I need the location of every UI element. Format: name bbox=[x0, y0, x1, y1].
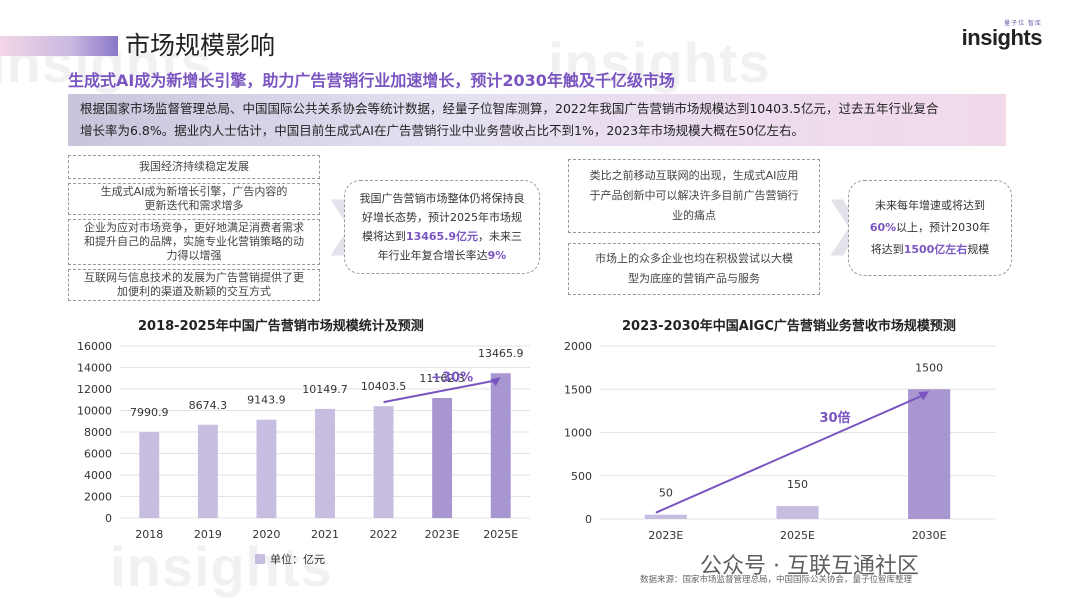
logo: 量子位 智库 insights bbox=[961, 18, 1043, 50]
highlight-value: 1500亿左右 bbox=[903, 243, 968, 256]
data-label: 9143.9 bbox=[247, 394, 286, 407]
chart-title: 2023-2030年中国AIGC广告营销业务营收市场规模预测 bbox=[622, 319, 956, 334]
bar bbox=[908, 389, 951, 519]
logo-subtext: 量子位 智库 bbox=[1004, 20, 1042, 27]
y-tick-label: 16000 bbox=[77, 340, 112, 353]
subtitle: 生成式AI成为新增长引擎，助力广告营销行业加速增长，预计2030年触及千亿级市场 bbox=[68, 71, 675, 90]
chart-title: 2018-2025年中国广告营销市场规模统计及预测 bbox=[138, 319, 424, 334]
aigc-market-chart: 0 500 1000 1500 2000 50 2023E 150 2025E 1500 2030E… bbox=[564, 340, 995, 542]
bar bbox=[644, 514, 687, 519]
left-factor-text: 我国经济持续稳定发展 bbox=[139, 160, 249, 173]
conclusion-text: 规模 bbox=[967, 243, 990, 256]
y-tick-label: 2000 bbox=[84, 491, 112, 504]
bar bbox=[373, 406, 394, 518]
watermark: insights bbox=[110, 535, 333, 598]
data-label: 10149.7 bbox=[302, 383, 348, 396]
highlight-value: 13465.9亿元 bbox=[405, 230, 479, 243]
highlight-value: 60% bbox=[869, 221, 897, 234]
right-factor-box: 市场上的众多企业也均在积极尝试以大模型为底座的营销产品与服务 bbox=[568, 243, 820, 295]
x-tick-label: 2019 bbox=[194, 528, 222, 541]
bar bbox=[139, 432, 160, 518]
data-label: 13465.9 bbox=[478, 347, 524, 360]
right-factor-text: 市场上的众多企业也均在积极尝试以大模型为底座的营销产品与服务 bbox=[595, 252, 793, 285]
data-label: 11162.3 bbox=[419, 372, 465, 385]
left-conclusion-box: 我国广告营销市场整体仍将保持良好增长态势，预计2025年市场规模将达到13465… bbox=[344, 180, 540, 274]
left-conclusion-text: 我国广告营销市场整体仍将保持良好增长态势，预计2025年市场规模将达到13465… bbox=[357, 189, 527, 265]
y-tick-label: 12000 bbox=[77, 383, 112, 396]
y-tick-label: 1000 bbox=[564, 427, 592, 440]
y-tick-label: 14000 bbox=[77, 362, 112, 375]
x-tick-label: 2023E bbox=[425, 528, 460, 541]
bar bbox=[432, 398, 453, 518]
watermark: insights bbox=[548, 31, 771, 94]
data-source-note: 数据来源：国家市场监督管理总局，中国国际公关协会，量子位智库整理 bbox=[640, 575, 913, 585]
summary-line: 增长率为6.8%。据业内人士估计，中国目前生成式AI在广告营销行业中业务营收占比… bbox=[80, 123, 805, 138]
trend-arrowhead bbox=[918, 391, 930, 401]
bar bbox=[197, 424, 218, 518]
bar bbox=[490, 373, 511, 518]
trend-line bbox=[383, 379, 497, 404]
left-factor-text: 互联网与信息技术的发展为广告营销提供了更加便利的渠道及新颖的交互方式 bbox=[84, 271, 304, 298]
y-tick-label: 500 bbox=[571, 470, 592, 483]
data-label: 7990.9 bbox=[130, 406, 169, 419]
y-tick-label: 10000 bbox=[77, 405, 112, 418]
trend-line bbox=[655, 394, 924, 514]
title-accent-bar bbox=[0, 36, 118, 56]
y-tick-label: 6000 bbox=[84, 448, 112, 461]
wechat-watermark: 公众号 · 互联互通社区 bbox=[700, 554, 919, 579]
conclusion-text: ，未来三年行业年复合增长率达 bbox=[377, 230, 523, 262]
bar bbox=[256, 419, 277, 518]
bar bbox=[315, 408, 335, 518]
left-factor-box: 生成式AI成为新增长引擎，广告内容的更新迭代和需求增多 bbox=[68, 183, 320, 215]
summary-line: 根据国家市场监督管理总局、中国国际公共关系协会等统计数据，经量子位智库测算，20… bbox=[80, 101, 939, 116]
x-tick-label: 2025E bbox=[780, 529, 815, 542]
x-tick-label: 2025E bbox=[483, 528, 518, 541]
logo-name: insights bbox=[961, 25, 1043, 50]
growth-annotation: 30倍 bbox=[819, 410, 850, 426]
highlight-value: 9% bbox=[487, 249, 507, 262]
conclusion-text: 未来每年增速或将达到 bbox=[875, 199, 985, 212]
left-factor-text: 企业为应对市场竞争，更好地满足消费者需求和提升自己的品牌，实施专业化营销策略的动… bbox=[84, 221, 304, 262]
x-tick-label: 2030E bbox=[912, 529, 947, 542]
growth-annotation: +30% bbox=[431, 371, 473, 386]
left-factor-box: 企业为应对市场竞争，更好地满足消费者需求和提升自己的品牌，实施专业化营销策略的动… bbox=[68, 219, 320, 265]
legend-label: 单位：亿元 bbox=[270, 552, 325, 566]
y-tick-label: 4000 bbox=[84, 469, 112, 482]
data-label: 150 bbox=[787, 478, 808, 491]
y-tick-label: 8000 bbox=[84, 426, 112, 439]
y-tick-label: 1500 bbox=[564, 383, 592, 396]
page-title: 市场规模影响 bbox=[125, 31, 276, 60]
right-factor-box: 类比之前移动互联网的出现，生成式AI应用于产品创新中可以解决许多目前广告营销行业… bbox=[568, 159, 820, 233]
conclusion-text: 我国广告营销市场整体仍将保持良好增长态势，预计2025年市场规模将达到 bbox=[359, 192, 525, 243]
x-tick-label: 2018 bbox=[135, 528, 163, 541]
x-tick-label: 2023E bbox=[648, 529, 683, 542]
y-tick-label: 0 bbox=[585, 513, 592, 526]
y-tick-label: 0 bbox=[105, 512, 112, 525]
right-conclusion-text: 未来每年增速或将达到 60%以上，预计2030年将达到1500亿左右规模 bbox=[865, 195, 995, 261]
data-label: 50 bbox=[659, 487, 673, 500]
right-conclusion-box: 未来每年增速或将达到 60%以上，预计2030年将达到1500亿左右规模 bbox=[848, 180, 1012, 276]
left-factor-text: 生成式AI成为新增长引擎，广告内容的更新迭代和需求增多 bbox=[100, 185, 288, 212]
legend-swatch bbox=[255, 554, 265, 564]
left-factor-box: 我国经济持续稳定发展 bbox=[68, 155, 320, 179]
trend-arrowhead bbox=[490, 377, 501, 387]
left-factor-box: 互联网与信息技术的发展为广告营销提供了更加便利的渠道及新颖的交互方式 bbox=[68, 269, 320, 301]
conclusion-text: 以上，预计2030年将达到 bbox=[870, 221, 991, 256]
right-factor-text: 类比之前移动互联网的出现，生成式AI应用于产品创新中可以解决许多目前广告营销行业… bbox=[589, 169, 799, 222]
data-label: 10403.5 bbox=[361, 380, 407, 393]
data-label: 8674.3 bbox=[189, 399, 228, 412]
y-tick-label: 2000 bbox=[564, 340, 592, 353]
bar bbox=[776, 506, 819, 519]
x-tick-label: 2020 bbox=[252, 528, 280, 541]
summary-box: 根据国家市场监督管理总局、中国国际公共关系协会等统计数据，经量子位智库测算，20… bbox=[68, 94, 1006, 146]
market-size-chart: 0 2000 4000 6000 8000 10000 12000 14000 16000 799… bbox=[77, 340, 530, 566]
x-tick-label: 2022 bbox=[370, 528, 398, 541]
data-label: 1500 bbox=[915, 361, 943, 374]
x-tick-label: 2021 bbox=[311, 528, 339, 541]
